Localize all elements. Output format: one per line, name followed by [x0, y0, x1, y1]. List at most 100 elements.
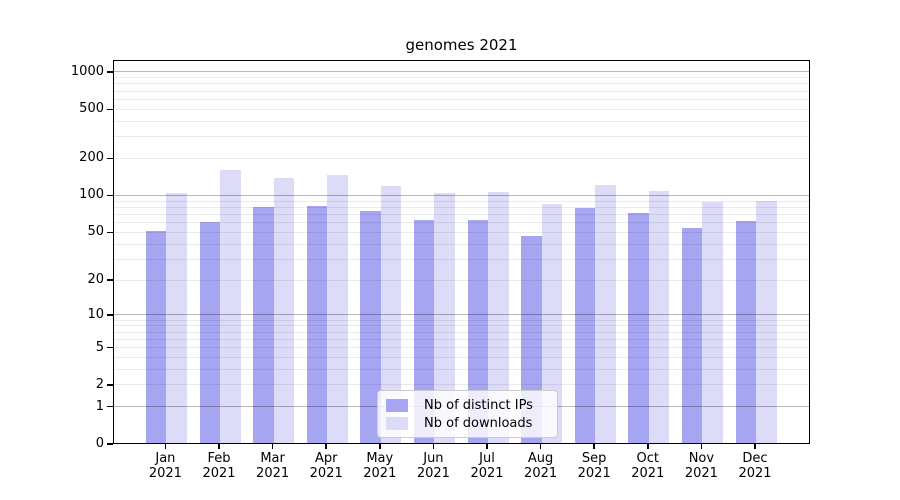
- x-tick-label-dec: Dec 2021: [738, 451, 772, 481]
- y-tick-label-100: 100: [79, 187, 104, 203]
- minor-gridline-70: [114, 213, 809, 215]
- bar-distinct-ips-jan: [145, 230, 167, 443]
- bar-distinct-ips-may: [360, 210, 381, 443]
- minor-gridline-700: [114, 90, 809, 92]
- y-tick-2: [107, 384, 113, 386]
- minor-gridline-200: [114, 157, 809, 159]
- bar-downloads-dec: [756, 201, 777, 443]
- x-tick-feb: [218, 444, 220, 449]
- y-tick-label-5: 5: [95, 339, 104, 355]
- bar-distinct-ips-jul: [467, 219, 488, 443]
- minor-gridline-4: [114, 356, 809, 358]
- legend-label-downloads: Nb of downloads: [424, 415, 533, 431]
- chart-title: genomes 2021: [405, 36, 518, 54]
- major-gridline-10: [114, 314, 809, 316]
- minor-gridline-400: [114, 120, 809, 122]
- x-tick-label-jan: Jan 2021: [148, 451, 182, 481]
- bar-downloads-feb: [220, 169, 241, 443]
- minor-gridline-5: [114, 347, 809, 349]
- bar-downloads-jun: [434, 192, 455, 443]
- y-tick-label-10: 10: [87, 306, 104, 322]
- bar-distinct-ips-oct: [628, 213, 649, 443]
- legend-row-downloads: Nb of downloads: [386, 414, 549, 432]
- x-tick-label-oct: Oct 2021: [631, 451, 665, 481]
- bar-distinct-ips-nov: [681, 227, 703, 443]
- y-tick-500: [107, 108, 113, 110]
- x-tick-nov: [700, 444, 703, 449]
- minor-gridline-80: [114, 206, 809, 208]
- minor-gridline-7: [114, 331, 809, 333]
- bar-downloads-aug: [541, 204, 563, 443]
- major-gridline-1000: [114, 71, 809, 73]
- minor-gridline-300: [114, 136, 809, 138]
- minor-gridline-500: [114, 108, 809, 110]
- y-tick-10: [107, 314, 113, 316]
- y-tick-label-200: 200: [79, 150, 104, 166]
- x-tick-label-nov: Nov 2021: [684, 451, 718, 481]
- bar-downloads-sep: [595, 185, 616, 443]
- x-tick-label-aug: Aug 2021: [524, 451, 558, 481]
- bar-distinct-ips-apr: [306, 205, 328, 443]
- y-tick-label-1000: 1000: [70, 63, 104, 79]
- x-tick-jan: [164, 444, 167, 449]
- bar-downloads-mar: [273, 177, 295, 443]
- plot-area: [113, 60, 810, 444]
- minor-gridline-30: [114, 258, 809, 260]
- y-tick-100: [107, 194, 113, 197]
- minor-gridline-20: [114, 279, 809, 281]
- y-tick-0: [107, 443, 113, 445]
- y-tick-1000: [107, 71, 113, 73]
- minor-gridline-6: [114, 338, 809, 340]
- bar-downloads-nov: [702, 202, 723, 443]
- y-tick-label-2: 2: [95, 376, 104, 392]
- minor-gridline-60: [114, 222, 809, 224]
- y-tick-label-500: 500: [79, 101, 104, 117]
- x-tick-mar: [271, 444, 274, 449]
- x-tick-label-feb: Feb 2021: [202, 451, 236, 481]
- x-tick-label-apr: Apr 2021: [309, 451, 343, 481]
- minor-gridline-90: [114, 200, 809, 202]
- legend-label-distinct-ips: Nb of distinct IPs: [424, 397, 533, 413]
- minor-gridline-50: [114, 231, 809, 233]
- y-tick-1: [107, 405, 113, 408]
- bar-downloads-may: [380, 186, 402, 443]
- y-tick-label-0: 0: [95, 436, 104, 451]
- x-tick-sep: [593, 444, 595, 449]
- y-tick-5: [107, 346, 113, 349]
- minor-gridline-600: [114, 98, 809, 100]
- y-tick-label-20: 20: [87, 272, 104, 288]
- minor-gridline-8: [114, 325, 809, 327]
- minor-gridline-800: [114, 83, 809, 85]
- x-tick-label-may: May 2021: [363, 451, 397, 481]
- x-tick-label-jul: Jul 2021: [470, 451, 504, 481]
- legend: Nb of distinct IPs Nb of downloads: [377, 390, 558, 438]
- x-tick-dec: [754, 444, 756, 449]
- legend-swatch-downloads: [386, 416, 408, 430]
- bar-distinct-ips-sep: [574, 207, 596, 443]
- major-gridline-100: [114, 194, 809, 196]
- legend-row-distinct-ips: Nb of distinct IPs: [386, 396, 549, 414]
- y-tick-50: [107, 231, 113, 234]
- legend-swatch-distinct-ips: [386, 398, 408, 412]
- minor-gridline-2: [114, 384, 809, 386]
- bar-distinct-ips-mar: [253, 206, 274, 443]
- x-tick-apr: [325, 444, 327, 449]
- minor-gridline-40: [114, 243, 809, 245]
- minor-gridline-3: [114, 368, 809, 370]
- bar-distinct-ips-jun: [413, 219, 435, 443]
- y-tick-label-50: 50: [87, 224, 104, 240]
- bar-downloads-apr: [327, 174, 348, 443]
- bar-distinct-ips-dec: [735, 220, 756, 443]
- y-tick-20: [107, 279, 113, 281]
- x-tick-label-mar: Mar 2021: [256, 451, 290, 481]
- minor-gridline-900: [114, 77, 809, 79]
- y-tick-label-1: 1: [95, 398, 104, 414]
- x-tick-jun: [432, 444, 435, 449]
- x-tick-may: [379, 444, 381, 449]
- x-tick-jul: [486, 444, 488, 449]
- minor-gridline-9: [114, 319, 809, 321]
- y-tick-200: [107, 157, 113, 160]
- x-tick-aug: [539, 444, 542, 449]
- x-tick-oct: [647, 444, 649, 449]
